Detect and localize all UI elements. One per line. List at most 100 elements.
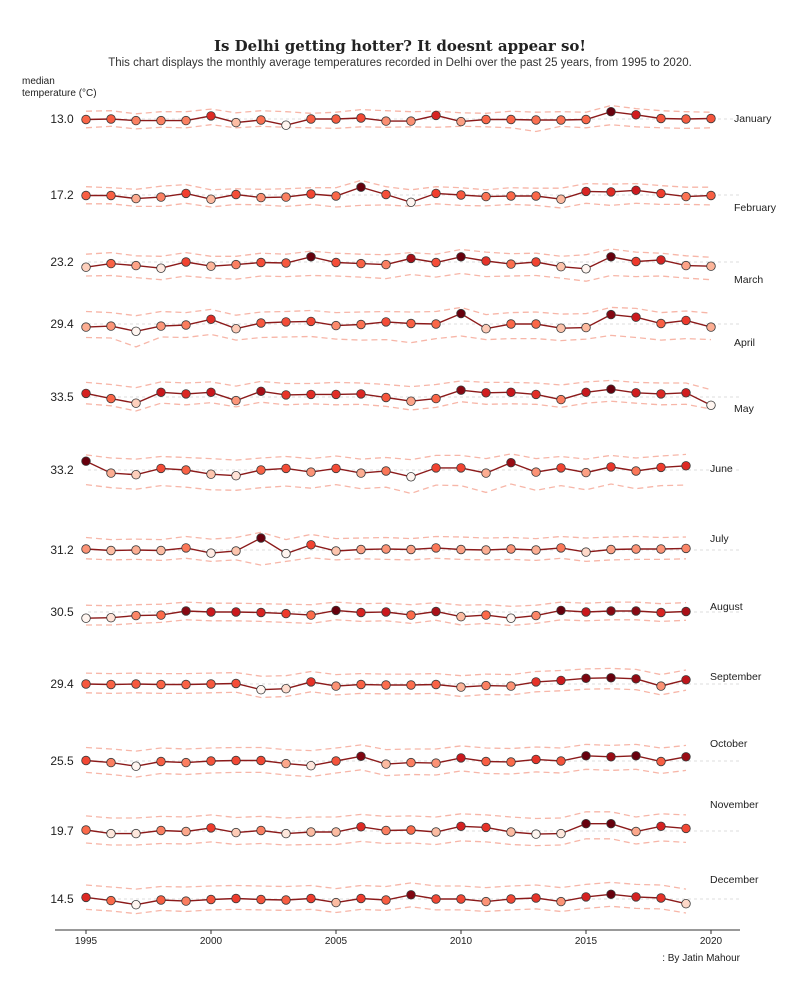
ridge-june: 33.2 June <box>50 453 740 495</box>
data-point <box>181 320 191 330</box>
month-label: November <box>710 799 759 811</box>
data-point <box>181 826 191 837</box>
data-point <box>581 751 591 761</box>
x-tick-label: 2010 <box>450 936 473 947</box>
data-point <box>531 610 541 621</box>
data-point <box>381 392 391 403</box>
data-point <box>631 674 641 684</box>
data-point <box>181 188 191 199</box>
data-point <box>581 114 591 125</box>
data-point <box>481 388 491 398</box>
data-point <box>456 252 466 262</box>
data-point <box>556 262 566 272</box>
data-point <box>306 252 316 262</box>
data-point <box>106 393 116 404</box>
data-point <box>181 896 191 906</box>
data-point <box>506 319 516 329</box>
data-point <box>581 264 591 274</box>
data-point <box>481 680 491 691</box>
data-point <box>581 467 591 478</box>
data-point <box>131 326 141 337</box>
data-point <box>606 384 616 394</box>
data-point <box>681 823 691 834</box>
data-point <box>406 197 416 208</box>
data-point <box>256 386 266 397</box>
data-point <box>481 468 491 478</box>
data-point <box>81 262 91 272</box>
data-point <box>681 752 691 762</box>
data-point <box>181 465 191 475</box>
data-point <box>331 897 341 908</box>
data-point <box>206 756 216 766</box>
x-tick-label: 2005 <box>325 936 348 947</box>
data-point <box>206 548 216 558</box>
temperature-line <box>85 110 712 126</box>
ridge-february: 17.2 February <box>50 179 777 214</box>
data-point <box>81 544 91 554</box>
data-point <box>231 607 241 617</box>
data-point <box>631 388 641 398</box>
y-axis-label-line-2: temperature (°C) <box>22 88 97 99</box>
data-point <box>281 828 291 839</box>
lower-bound-line <box>85 905 687 915</box>
lower-bound-line <box>85 768 687 778</box>
upper-bound-line <box>85 743 687 752</box>
data-point <box>256 465 266 475</box>
data-point <box>381 544 391 554</box>
data-point <box>581 819 591 829</box>
data-point <box>606 106 616 117</box>
data-point <box>481 114 491 125</box>
data-point <box>156 192 166 202</box>
median-value-label: 31.2 <box>50 543 74 557</box>
data-point <box>631 826 641 837</box>
data-point <box>406 757 416 768</box>
data-point <box>256 318 266 328</box>
data-point <box>381 116 391 126</box>
data-point <box>256 755 266 766</box>
month-label: December <box>710 874 759 886</box>
median-value-label: 25.5 <box>50 754 74 768</box>
data-point <box>356 113 366 123</box>
data-point <box>531 677 541 687</box>
data-point <box>456 612 466 622</box>
data-point <box>231 755 241 766</box>
data-point <box>406 116 416 126</box>
data-point <box>406 253 416 264</box>
data-point <box>681 543 691 554</box>
data-point <box>206 469 216 479</box>
median-value-label: 19.7 <box>50 824 74 838</box>
data-point <box>556 194 566 204</box>
month-label: April <box>734 337 755 349</box>
data-point <box>331 605 341 616</box>
data-point <box>106 613 116 623</box>
data-point <box>431 188 441 199</box>
data-point <box>631 751 641 761</box>
ridge-march: 23.2 March <box>50 248 763 286</box>
data-point <box>81 825 91 835</box>
data-point <box>456 753 466 763</box>
data-point <box>131 260 141 271</box>
data-point <box>631 466 641 476</box>
data-point <box>331 827 341 837</box>
data-point <box>706 322 716 332</box>
data-point <box>306 827 316 837</box>
data-point <box>556 675 566 686</box>
data-point <box>281 463 291 474</box>
data-point <box>531 191 541 201</box>
data-point <box>406 890 416 900</box>
data-point <box>156 825 166 836</box>
data-point <box>206 261 216 271</box>
data-point <box>256 894 266 905</box>
data-point <box>631 892 641 902</box>
data-point <box>531 257 541 267</box>
temperature-line <box>85 312 712 333</box>
data-point <box>381 825 391 836</box>
data-point <box>306 893 316 904</box>
data-point <box>156 463 166 474</box>
data-point <box>681 675 691 685</box>
data-point <box>631 185 641 196</box>
data-point <box>531 754 541 765</box>
x-tick-label: 2015 <box>575 936 598 947</box>
data-point <box>456 821 466 832</box>
